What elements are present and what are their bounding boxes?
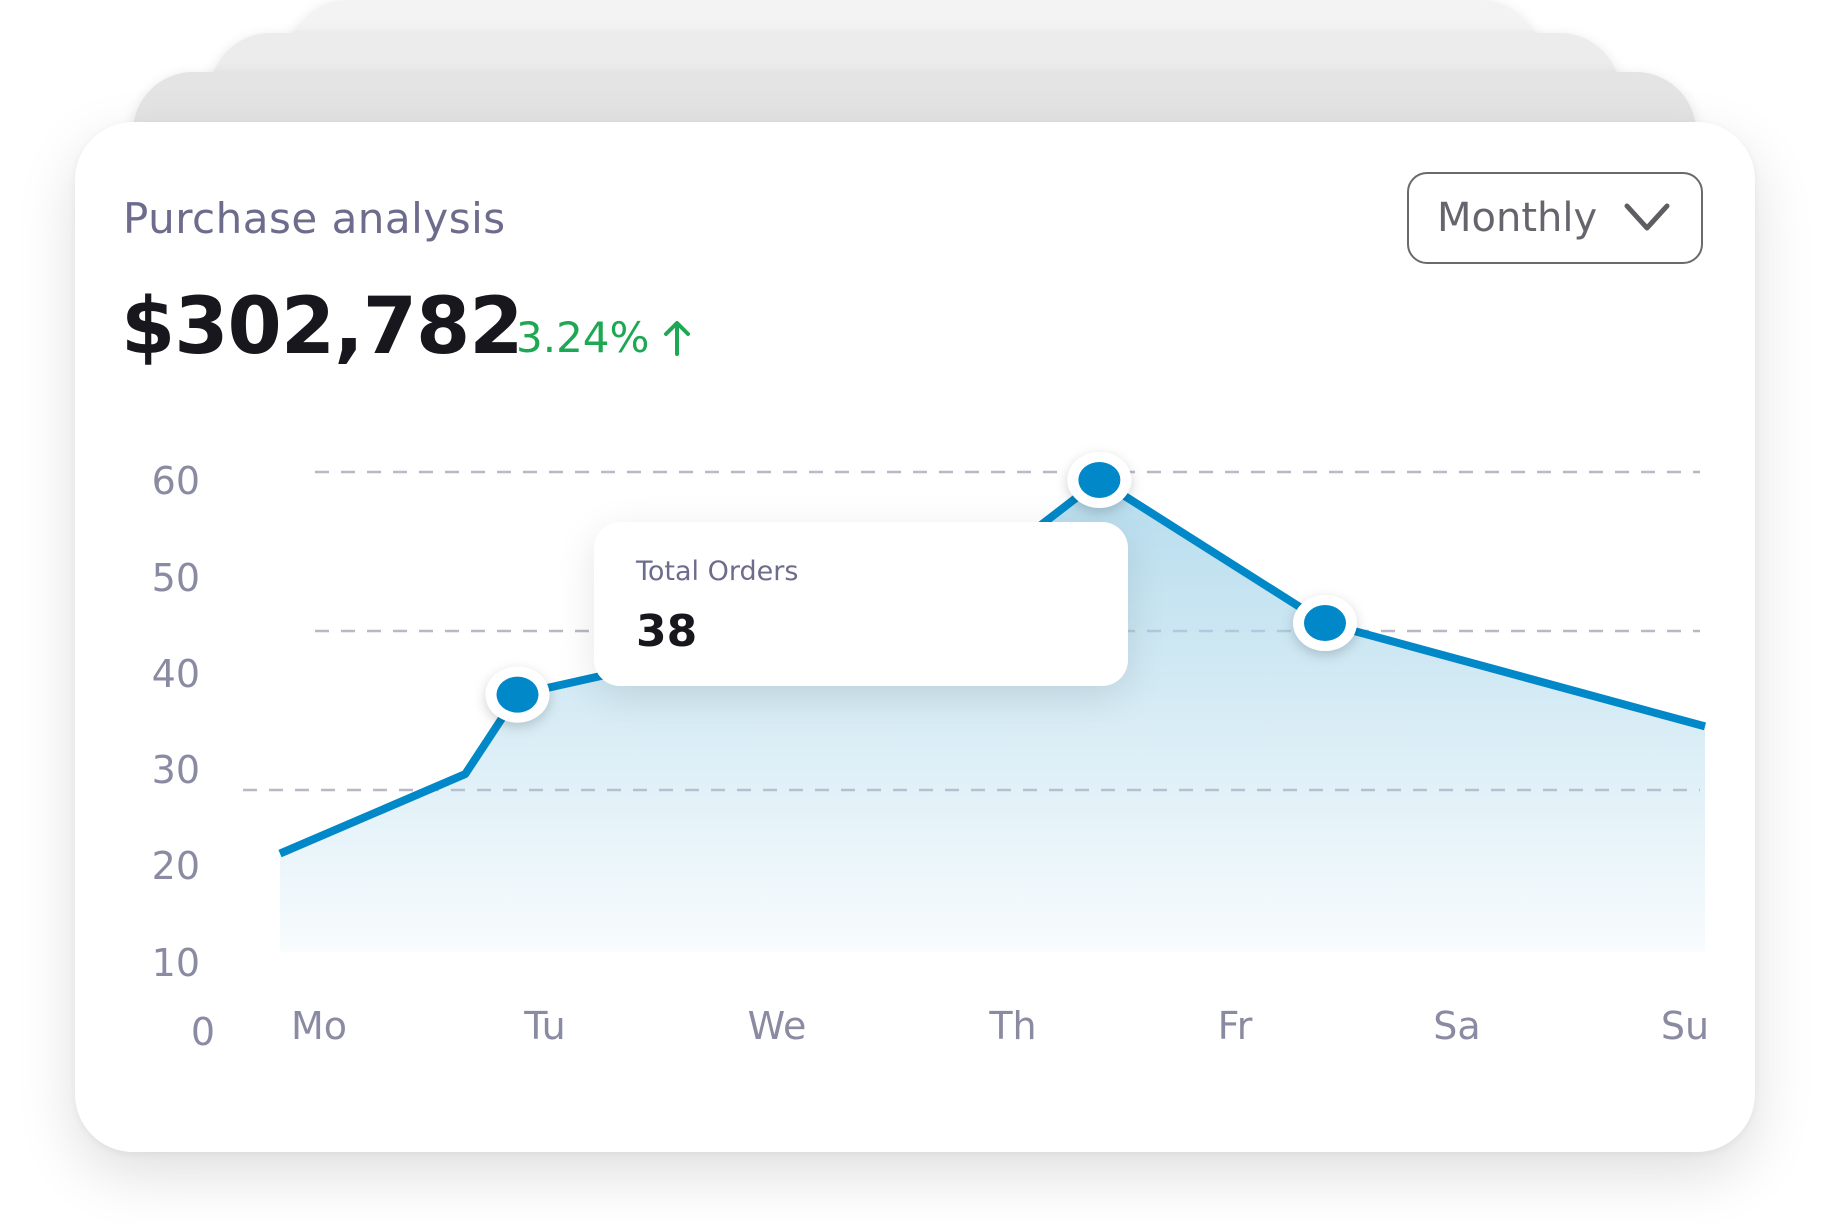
data-point-marker — [485, 666, 550, 723]
y-tick-label: 40 — [152, 652, 200, 696]
x-tick-label: Tu — [523, 1004, 566, 1048]
y-tick-label: 60 — [152, 459, 200, 503]
x-tick-label: Sa — [1433, 1004, 1480, 1048]
x-tick-label: Mo — [291, 1004, 347, 1048]
tooltip-value: 38 — [636, 606, 698, 657]
x-tick-label: Su — [1661, 1004, 1709, 1048]
y-tick-label: 50 — [152, 556, 200, 600]
change-percent: 3.24% — [516, 313, 650, 362]
y-tick-label: 0 — [191, 1010, 215, 1054]
change-indicator: 3.24% — [516, 313, 691, 362]
data-point-dot — [1078, 461, 1121, 498]
data-point-dot — [1304, 605, 1346, 642]
data-point-dot — [496, 676, 539, 713]
arrow-up-icon — [664, 320, 691, 356]
purchase-chart: 0 10 20 30 40 50 60 Mo Tu We Th Fr Sa Su — [152, 451, 1709, 1054]
period-select-value: Monthly — [1437, 195, 1598, 241]
tooltip: Total Orders 38 — [594, 522, 1128, 686]
x-tick-label: Fr — [1218, 1004, 1253, 1048]
y-tick-label: 30 — [152, 748, 200, 792]
y-tick-label: 10 — [152, 941, 200, 985]
chart-area-fill — [280, 479, 1705, 952]
y-tick-label: 20 — [152, 844, 200, 888]
tooltip-label: Total Orders — [636, 556, 799, 587]
total-value: $302,782 — [121, 282, 524, 372]
card-title: Purchase analysis — [123, 194, 506, 243]
x-tick-label: Th — [988, 1004, 1036, 1048]
data-point-marker — [1067, 451, 1132, 508]
x-tick-label: We — [748, 1004, 807, 1048]
period-select[interactable]: Monthly — [1407, 172, 1703, 264]
data-point-marker — [1293, 595, 1357, 652]
chevron-down-icon — [1624, 203, 1670, 231]
purchase-analysis-card: Purchase analysis Monthly $302,782 3.24% — [75, 122, 1755, 1152]
